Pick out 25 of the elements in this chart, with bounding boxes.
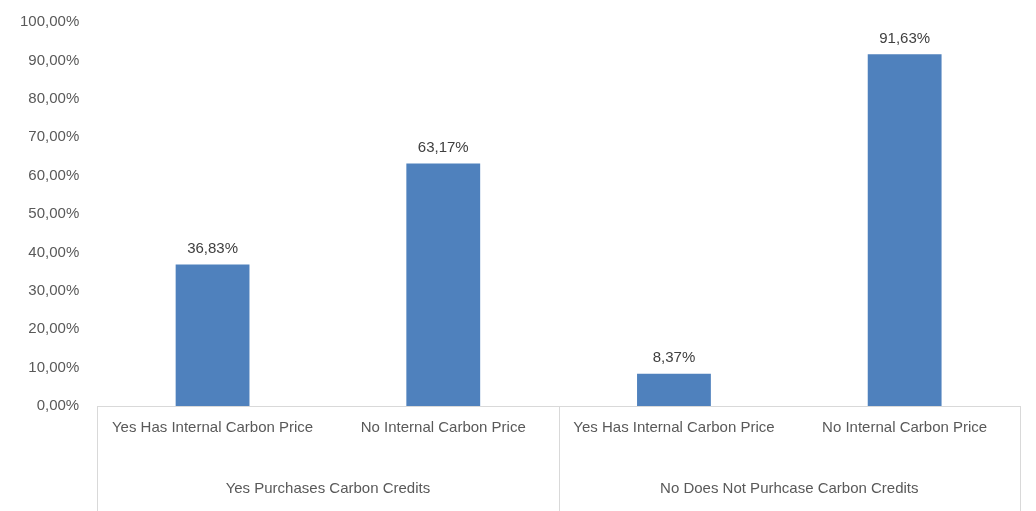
x-tick-label: Yes Has Internal Carbon Price [111, 417, 314, 435]
text: Yes Purchases Carbon Credits [225, 478, 431, 496]
text: No Does Not Purhcase Carbon Credits [660, 478, 919, 496]
data-label: 63,17% [417, 138, 469, 156]
data-label: 91,63% [879, 28, 931, 46]
y-tick-label: 40,00% [28, 242, 80, 260]
x-tick-label: No Internal Carbon Price [360, 417, 526, 435]
bar [175, 264, 250, 406]
bar [406, 163, 481, 406]
data-label: 36,83% [187, 239, 238, 257]
x-tick-label: No Internal Carbon Price [822, 417, 988, 435]
y-tick-label: 10,00% [28, 357, 80, 375]
y-tick-label: 90,00% [28, 50, 80, 68]
x-tick-label: Yes Has Internal Carbon Price [573, 417, 775, 435]
y-tick-label: 0,00% [36, 396, 80, 414]
y-tick-label: 80,00% [28, 88, 80, 106]
bar [637, 373, 711, 406]
data-label: 8,37% [652, 348, 696, 366]
bar [867, 54, 942, 406]
y-tick-label: 50,00% [28, 204, 80, 222]
y-tick-label: 20,00% [28, 319, 80, 337]
y-tick-label: 70,00% [28, 127, 80, 145]
y-tick-label: 30,00% [28, 280, 80, 298]
y-tick-label: 100,00% [20, 12, 80, 30]
y-tick-label: 60,00% [28, 165, 80, 183]
